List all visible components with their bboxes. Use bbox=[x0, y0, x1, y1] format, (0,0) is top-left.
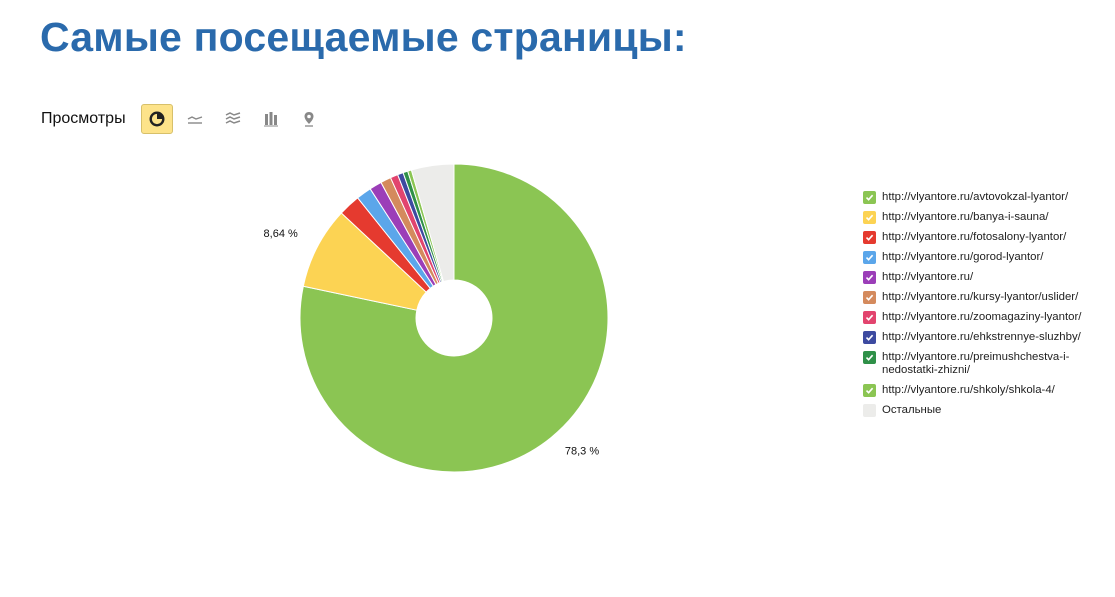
pie-slice-1[interactable] bbox=[299, 163, 609, 473]
checkbox-icon[interactable] bbox=[863, 351, 876, 364]
checkbox-icon[interactable] bbox=[863, 311, 876, 324]
checkbox-icon[interactable] bbox=[863, 211, 876, 224]
legend-item-10[interactable]: http://vlyantore.ru/shkoly/shkola-4/ bbox=[863, 384, 1108, 397]
legend-label: http://vlyantore.ru/avtovokzal-lyantor/ bbox=[882, 191, 1069, 203]
checkbox-icon[interactable] bbox=[863, 331, 876, 344]
area-chart-icon bbox=[225, 112, 240, 124]
legend-item-6[interactable]: http://vlyantore.ru/kursy-lyantor/uslide… bbox=[863, 291, 1108, 304]
checkbox-icon[interactable] bbox=[863, 271, 876, 284]
line-chart-icon bbox=[187, 116, 202, 124]
bar-chart-icon bbox=[263, 112, 278, 127]
legend-label: http://vlyantore.ru/ehkstrennye-sluzhby/ bbox=[882, 331, 1081, 343]
legend-label: http://vlyantore.ru/ bbox=[882, 271, 974, 283]
data-label-2: 8,64 % bbox=[264, 228, 298, 240]
legend-item-9[interactable]: http://vlyantore.ru/preimushchestva-i-ne… bbox=[863, 351, 1108, 377]
checkbox-icon[interactable] bbox=[863, 231, 876, 244]
legend-item-4[interactable]: http://vlyantore.ru/gorod-lyantor/ bbox=[863, 251, 1108, 264]
pie-chart-icon bbox=[149, 111, 165, 127]
chart-legend: http://vlyantore.ru/avtovokzal-lyantor/h… bbox=[863, 191, 1108, 424]
checkbox-icon[interactable] bbox=[863, 191, 876, 204]
legend-item-5[interactable]: http://vlyantore.ru/ bbox=[863, 271, 1108, 284]
chart-toolbar: Просмотры bbox=[41, 104, 331, 134]
legend-label: http://vlyantore.ru/preimushchestva-i-ne… bbox=[882, 351, 1070, 376]
checkbox-icon[interactable] bbox=[863, 404, 876, 417]
pie-chart-button[interactable] bbox=[140, 104, 173, 134]
metric-label: Просмотры bbox=[41, 110, 126, 127]
legend-item-2[interactable]: http://vlyantore.ru/banya-i-sauna/ bbox=[863, 211, 1108, 224]
area-chart-button[interactable] bbox=[217, 104, 249, 134]
checkbox-icon[interactable] bbox=[863, 384, 876, 397]
legend-label: http://vlyantore.ru/gorod-lyantor/ bbox=[882, 251, 1044, 263]
data-label-1: 78,3 % bbox=[565, 446, 599, 458]
legend-label: http://vlyantore.ru/kursy-lyantor/uslide… bbox=[882, 291, 1079, 303]
legend-item-7[interactable]: http://vlyantore.ru/zoomagaziny-lyantor/ bbox=[863, 311, 1108, 324]
legend-label: http://vlyantore.ru/fotosalony-lyantor/ bbox=[882, 231, 1067, 243]
map-icon bbox=[304, 112, 314, 127]
legend-item-3[interactable]: http://vlyantore.ru/fotosalony-lyantor/ bbox=[863, 231, 1108, 244]
legend-item-8[interactable]: http://vlyantore.ru/ehkstrennye-sluzhby/ bbox=[863, 331, 1108, 344]
legend-label: http://vlyantore.ru/zoomagaziny-lyantor/ bbox=[882, 311, 1082, 323]
legend-item-1[interactable]: http://vlyantore.ru/avtovokzal-lyantor/ bbox=[863, 191, 1108, 204]
legend-item-11[interactable]: Остальные bbox=[863, 404, 1108, 417]
map-button[interactable] bbox=[293, 104, 325, 134]
legend-label: Остальные bbox=[882, 404, 942, 416]
legend-label: http://vlyantore.ru/banya-i-sauna/ bbox=[882, 211, 1049, 223]
checkbox-icon[interactable] bbox=[863, 251, 876, 264]
pie-slice-11[interactable] bbox=[410, 163, 455, 283]
page-title: Самые посещаемые страницы: bbox=[40, 14, 687, 60]
checkbox-icon[interactable] bbox=[863, 291, 876, 304]
bar-chart-button[interactable] bbox=[255, 104, 287, 134]
legend-label: http://vlyantore.ru/shkoly/shkola-4/ bbox=[882, 384, 1055, 396]
line-chart-button[interactable] bbox=[179, 104, 211, 134]
